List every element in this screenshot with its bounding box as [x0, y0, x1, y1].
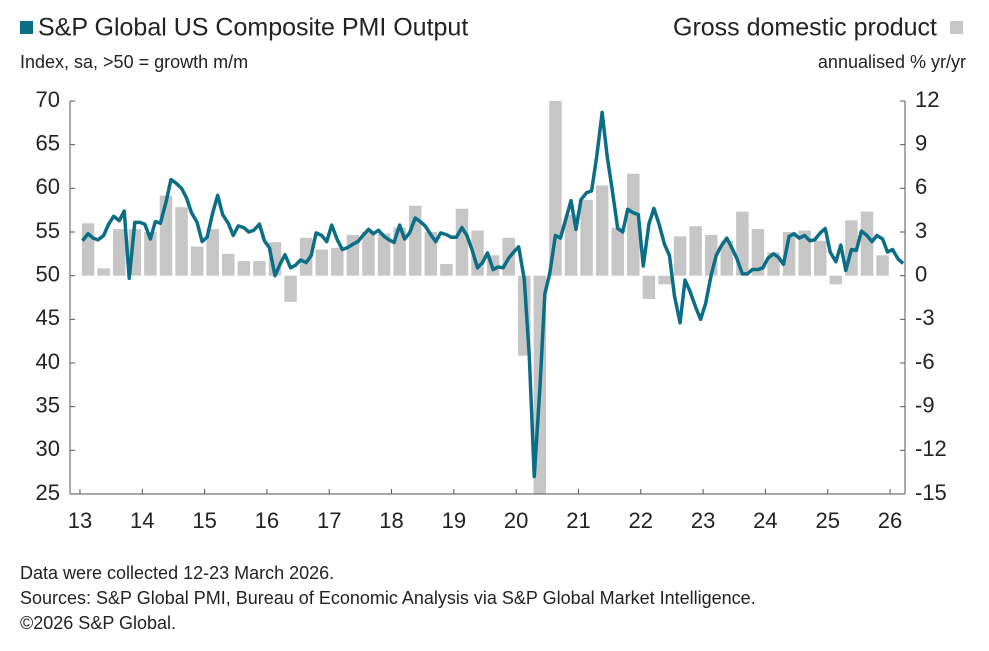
bar [175, 207, 188, 276]
y-tick-label: 70 [36, 87, 60, 112]
bar [689, 226, 702, 276]
legend-swatch [950, 21, 963, 34]
y-tick-label: 65 [36, 130, 60, 155]
bar [331, 248, 344, 276]
bar [627, 173, 640, 276]
x-tick-label: 25 [815, 508, 839, 533]
y2-tick-label: 6 [915, 174, 927, 199]
x-tick-label: 24 [753, 508, 777, 533]
bar [860, 211, 874, 276]
y2-tick-label: 3 [915, 218, 927, 243]
y2-tick-label: -3 [915, 305, 935, 330]
bar [642, 275, 656, 299]
bar [222, 253, 235, 276]
chart-title: S&P Global US Composite PMI Output [38, 14, 468, 42]
bar [144, 232, 157, 276]
x-tick-label: 19 [442, 508, 466, 533]
subtitle: Index, sa, >50 = growth m/m [20, 52, 248, 72]
bar [190, 246, 204, 276]
x-tick-label: 13 [68, 508, 92, 533]
x-tick-label: 16 [255, 508, 279, 533]
y-tick-label: 55 [36, 218, 60, 243]
y-tick-label: 40 [36, 349, 60, 374]
bar [253, 261, 266, 276]
bar [673, 236, 687, 276]
y-tick-label: 30 [36, 436, 60, 461]
bar [362, 232, 375, 276]
bar [782, 232, 796, 276]
y-tick-label: 35 [36, 392, 60, 417]
bar [377, 233, 391, 276]
bar [798, 230, 811, 276]
bar [112, 229, 126, 276]
bar [564, 214, 578, 276]
y2-subtitle: annualised % yr/yr [818, 52, 966, 72]
y2-tick-label: 0 [915, 261, 927, 286]
bar [611, 227, 624, 276]
footnote: Data were collected 12-23 March 2026. [20, 563, 334, 583]
bar [237, 261, 251, 276]
bar [814, 240, 827, 276]
y-tick-label: 25 [36, 480, 60, 505]
bar [284, 275, 297, 302]
y-tick-label: 60 [36, 174, 60, 199]
y-tick-label: 45 [36, 305, 60, 330]
y-tick-label: 50 [36, 261, 60, 286]
x-tick-label: 23 [691, 508, 715, 533]
bar [595, 185, 609, 276]
bar [876, 255, 889, 276]
footnote: ©2026 S&P Global. [20, 613, 176, 633]
y2-tick-label: -15 [915, 480, 947, 505]
bars [81, 101, 889, 494]
bar [315, 249, 328, 276]
bar [549, 101, 562, 276]
x-tick-label: 20 [504, 508, 528, 533]
bar [408, 205, 422, 276]
y2-tick-label: 9 [915, 130, 927, 155]
line [81, 110, 905, 479]
x-tick-label: 26 [878, 508, 902, 533]
footnote: Sources: S&P Global PMI, Bureau of Econo… [20, 588, 756, 608]
bar [829, 275, 843, 285]
bar [751, 229, 765, 276]
bar [720, 240, 734, 276]
bar [658, 275, 671, 285]
bar [440, 264, 453, 276]
x-tick-label: 14 [130, 508, 154, 533]
y2-tick-label: 12 [915, 87, 939, 112]
bar [455, 208, 469, 276]
bar [299, 237, 313, 276]
x-tick-label: 18 [379, 508, 403, 533]
legend-label: Gross domestic product [673, 14, 937, 42]
y2-tick-label: -12 [915, 436, 947, 461]
x-tick-label: 21 [566, 508, 590, 533]
bar [97, 268, 110, 276]
bar [81, 223, 95, 276]
bar [424, 232, 438, 276]
bar [580, 199, 593, 276]
bar [206, 229, 219, 276]
x-tick-label: 22 [629, 508, 653, 533]
x-tick-label: 17 [317, 508, 341, 533]
y2-tick-label: -6 [915, 349, 935, 374]
legend-swatch [20, 21, 33, 34]
bar [736, 211, 749, 276]
x-tick-label: 15 [192, 508, 216, 533]
y2-tick-label: -9 [915, 392, 935, 417]
